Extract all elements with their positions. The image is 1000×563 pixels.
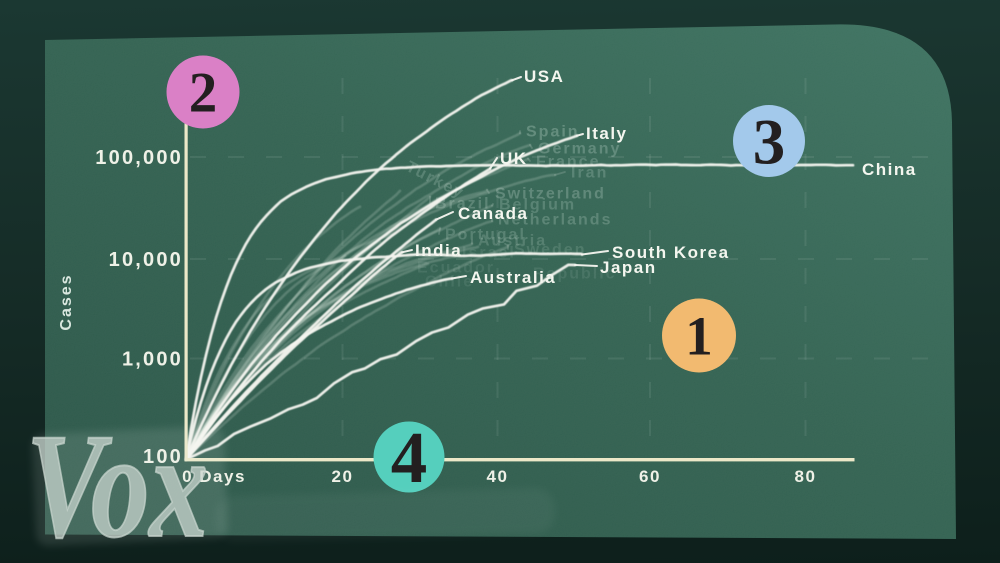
svg-text:Canada: Canada — [458, 204, 528, 223]
svg-text:4: 4 — [391, 417, 428, 498]
svg-text:Japan: Japan — [600, 258, 657, 277]
svg-text:100,000: 100,000 — [95, 147, 183, 169]
svg-text:80: 80 — [795, 467, 817, 486]
svg-text:40: 40 — [487, 467, 509, 486]
svg-text:Republic: Republic — [533, 266, 617, 283]
svg-text:20: 20 — [332, 467, 354, 486]
svg-text:3: 3 — [753, 106, 786, 178]
svg-text:South Korea: South Korea — [612, 243, 730, 262]
svg-text:USA: USA — [524, 67, 564, 86]
svg-text:Iran: Iran — [571, 165, 608, 182]
svg-text:Switzerland: Switzerland — [495, 186, 606, 203]
svg-text:Sweden: Sweden — [514, 242, 586, 259]
svg-text:10,000: 10,000 — [109, 249, 183, 271]
svg-text:Australia: Australia — [470, 268, 556, 287]
svg-text:Netherlands: Netherlands — [498, 212, 612, 229]
svg-text:Brazil: Brazil — [435, 196, 491, 213]
svg-text:Cases: Cases — [58, 273, 75, 330]
svg-text:2: 2 — [189, 62, 218, 125]
svg-text:Germany: Germany — [538, 141, 621, 158]
svg-text:Austria: Austria — [478, 233, 547, 250]
svg-text:UK: UK — [500, 149, 528, 168]
svg-text:India: India — [415, 241, 462, 260]
svg-text:Italy: Italy — [586, 124, 628, 143]
svg-text:1: 1 — [685, 306, 713, 367]
svg-text:China: China — [862, 160, 917, 179]
svg-text:Spain: Spain — [526, 124, 580, 141]
svg-text:60: 60 — [639, 467, 661, 486]
svg-text:Belgium: Belgium — [499, 197, 576, 214]
svg-text:Vox: Vox — [26, 403, 208, 563]
svg-text:1,000: 1,000 — [122, 349, 183, 371]
